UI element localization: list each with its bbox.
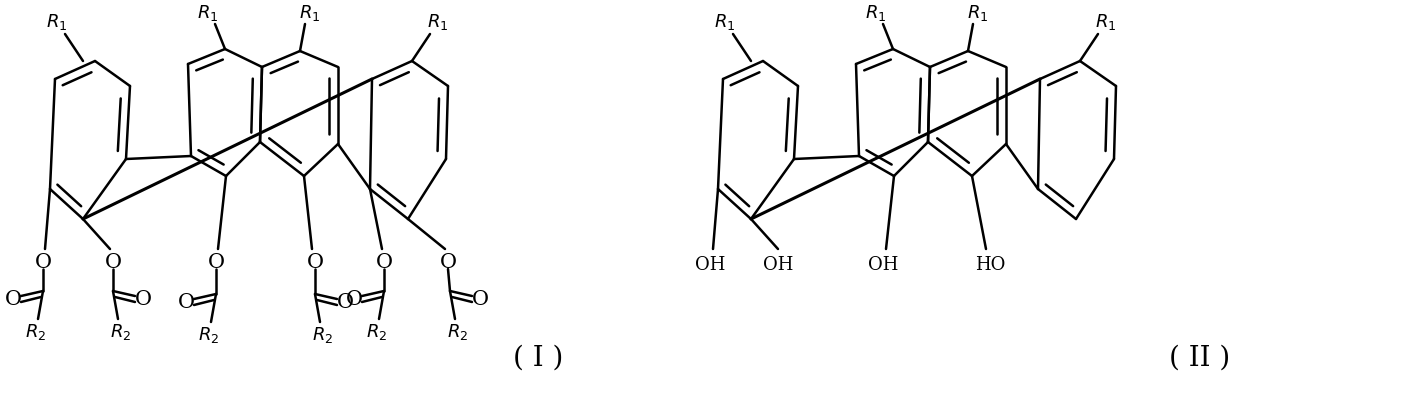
Text: O: O (345, 290, 362, 309)
Text: $R_2$: $R_2$ (198, 324, 220, 344)
Text: $R_1$: $R_1$ (967, 3, 988, 23)
Text: O: O (375, 252, 392, 271)
Text: $R_2$: $R_2$ (26, 321, 47, 341)
Text: ( I ): ( I ) (513, 344, 563, 371)
Text: O: O (34, 252, 51, 271)
Text: O: O (337, 293, 354, 312)
Text: O: O (208, 252, 224, 271)
Text: $R_2$: $R_2$ (110, 321, 131, 341)
Text: O: O (104, 252, 121, 271)
Text: O: O (177, 293, 194, 312)
Text: HO: HO (975, 255, 1005, 273)
Text: OH: OH (868, 255, 898, 273)
Text: $R_1$: $R_1$ (714, 12, 736, 32)
Text: $R_2$: $R_2$ (366, 321, 388, 341)
Text: $R_1$: $R_1$ (428, 12, 449, 32)
Text: OH: OH (763, 255, 793, 273)
Text: ( II ): ( II ) (1169, 344, 1231, 371)
Text: $R_2$: $R_2$ (312, 324, 334, 344)
Text: O: O (472, 290, 489, 309)
Text: O: O (439, 252, 456, 271)
Text: O: O (307, 252, 324, 271)
Text: O: O (134, 290, 151, 309)
Text: $R_1$: $R_1$ (866, 3, 887, 23)
Text: $R_1$: $R_1$ (1095, 12, 1117, 32)
Text: $R_2$: $R_2$ (448, 321, 469, 341)
Text: O: O (4, 290, 21, 309)
Text: $R_1$: $R_1$ (299, 3, 321, 23)
Text: $R_1$: $R_1$ (197, 3, 218, 23)
Text: $R_1$: $R_1$ (46, 12, 67, 32)
Text: OH: OH (694, 255, 726, 273)
